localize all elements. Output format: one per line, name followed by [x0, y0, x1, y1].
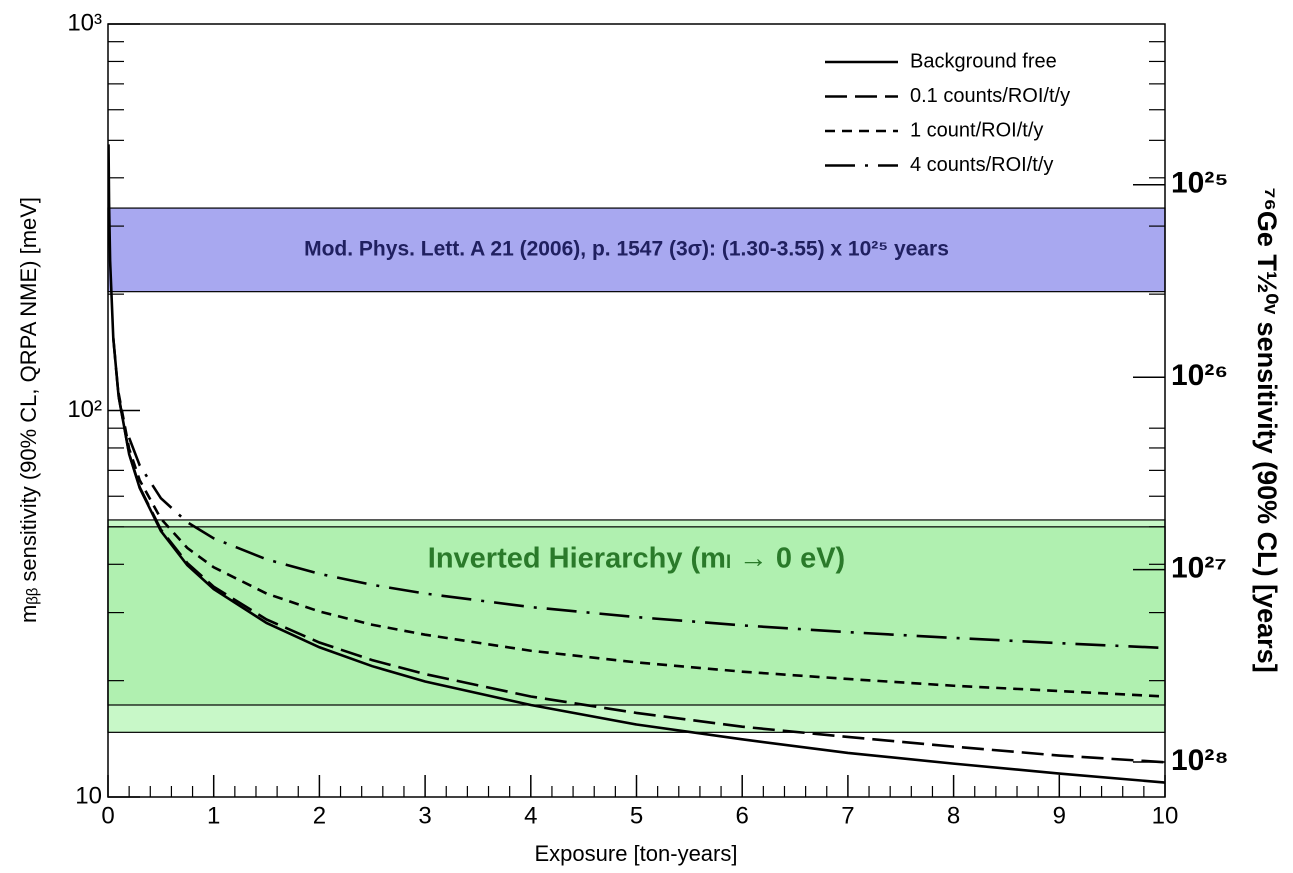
series-line — [117, 392, 1165, 698]
x-tick-label: 4 — [524, 802, 537, 829]
y2-tick-label: 10²⁸ — [1171, 744, 1229, 777]
x-tick-label: 10 — [1152, 802, 1179, 829]
band-label: Mod. Phys. Lett. A 21 (2006), p. 1547 (3… — [304, 237, 949, 260]
y-tick-label: 10³ — [67, 9, 102, 36]
x-tick-label: 7 — [841, 802, 854, 829]
x-tick-label: 0 — [101, 802, 114, 829]
x-tick-label: 2 — [313, 802, 326, 829]
y2-tick-label: 10²⁶ — [1171, 359, 1228, 392]
x-tick-label: 3 — [418, 802, 431, 829]
x-tick-label: 1 — [207, 802, 220, 829]
x-tick-label: 8 — [947, 802, 960, 829]
y-tick-label: 10² — [67, 396, 102, 423]
legend-label: 4 counts/ROI/t/y — [910, 154, 1053, 176]
legend-label: Background free — [910, 50, 1057, 72]
series-line — [111, 337, 1165, 764]
band — [107, 526, 1166, 706]
x-tick-label: 6 — [736, 802, 749, 829]
x-tick-label: 5 — [630, 802, 643, 829]
y2-axis-label: ⁷⁶Ge T½⁰ᵛ sensitivity (90% CL) [years] — [1252, 187, 1282, 672]
x-axis-label: Exposure [ton-years] — [535, 841, 738, 866]
legend-label: 0.1 counts/ROI/t/y — [910, 85, 1070, 107]
legend-label: 1 count/ROI/t/y — [910, 119, 1043, 141]
y-axis-label: mᵦᵦ sensitivity (90% CL, QRPA NME) [meV] — [16, 197, 41, 623]
y2-tick-label: 10²⁷ — [1171, 552, 1227, 585]
band — [107, 207, 1166, 293]
series-line — [127, 437, 1165, 650]
x-tick-label: 9 — [1053, 802, 1066, 829]
y-tick-label: 10 — [75, 782, 102, 809]
band-label: Inverted Hierarchy (mₗ → 0 eV) — [428, 543, 845, 575]
y2-tick-label: 10²⁵ — [1171, 167, 1228, 200]
